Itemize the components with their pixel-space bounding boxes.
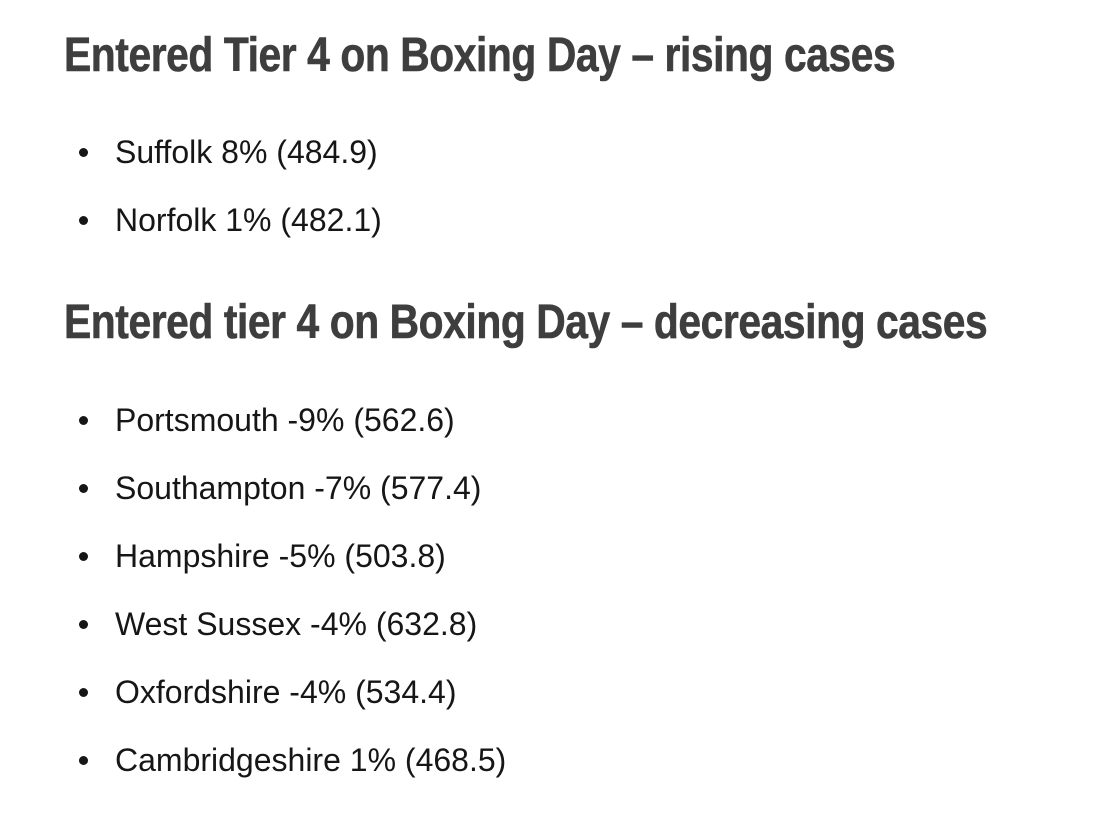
list-item: Portsmouth -9% (562.6) [79,401,1064,439]
list-item: West Sussex -4% (632.8) [79,605,1064,643]
list-item: Oxfordshire -4% (534.4) [79,673,1064,711]
section-heading-rising: Entered Tier 4 on Boxing Day – rising ca… [64,29,896,83]
list-item-text: Oxfordshire -4% (534.4) [115,674,457,710]
section-rising-cases: Entered Tier 4 on Boxing Day – rising ca… [64,28,1064,239]
list-item-text: Portsmouth -9% (562.6) [115,402,455,438]
bullet-icon [79,755,88,765]
bullet-icon [79,551,88,561]
decreasing-cases-list: Portsmouth -9% (562.6) Southampton -7% (… [64,401,1064,779]
section-decreasing-cases: Entered tier 4 on Boxing Day – decreasin… [64,295,1064,779]
bullet-icon [79,687,88,697]
list-item: Hampshire -5% (503.8) [79,537,1064,575]
list-item-text: Hampshire -5% (503.8) [115,538,446,574]
section-heading-decreasing: Entered tier 4 on Boxing Day – decreasin… [64,296,988,350]
list-item-text: Norfolk 1% (482.1) [115,202,382,238]
bullet-icon [79,619,88,629]
list-item: Norfolk 1% (482.1) [79,201,1064,239]
bullet-icon [79,415,88,425]
list-item: Cambridgeshire 1% (468.5) [79,741,1064,779]
rising-cases-list: Suffolk 8% (484.9) Norfolk 1% (482.1) [64,133,1064,239]
list-item-text: Suffolk 8% (484.9) [115,134,378,170]
list-item-text: Cambridgeshire 1% (468.5) [115,742,507,778]
bullet-icon [79,215,88,225]
list-item-text: Southampton -7% (577.4) [115,470,482,506]
list-item-text: West Sussex -4% (632.8) [115,606,478,642]
list-item: Suffolk 8% (484.9) [79,133,1064,171]
bullet-icon [79,147,88,157]
list-item: Southampton -7% (577.4) [79,469,1064,507]
bullet-icon [79,483,88,493]
